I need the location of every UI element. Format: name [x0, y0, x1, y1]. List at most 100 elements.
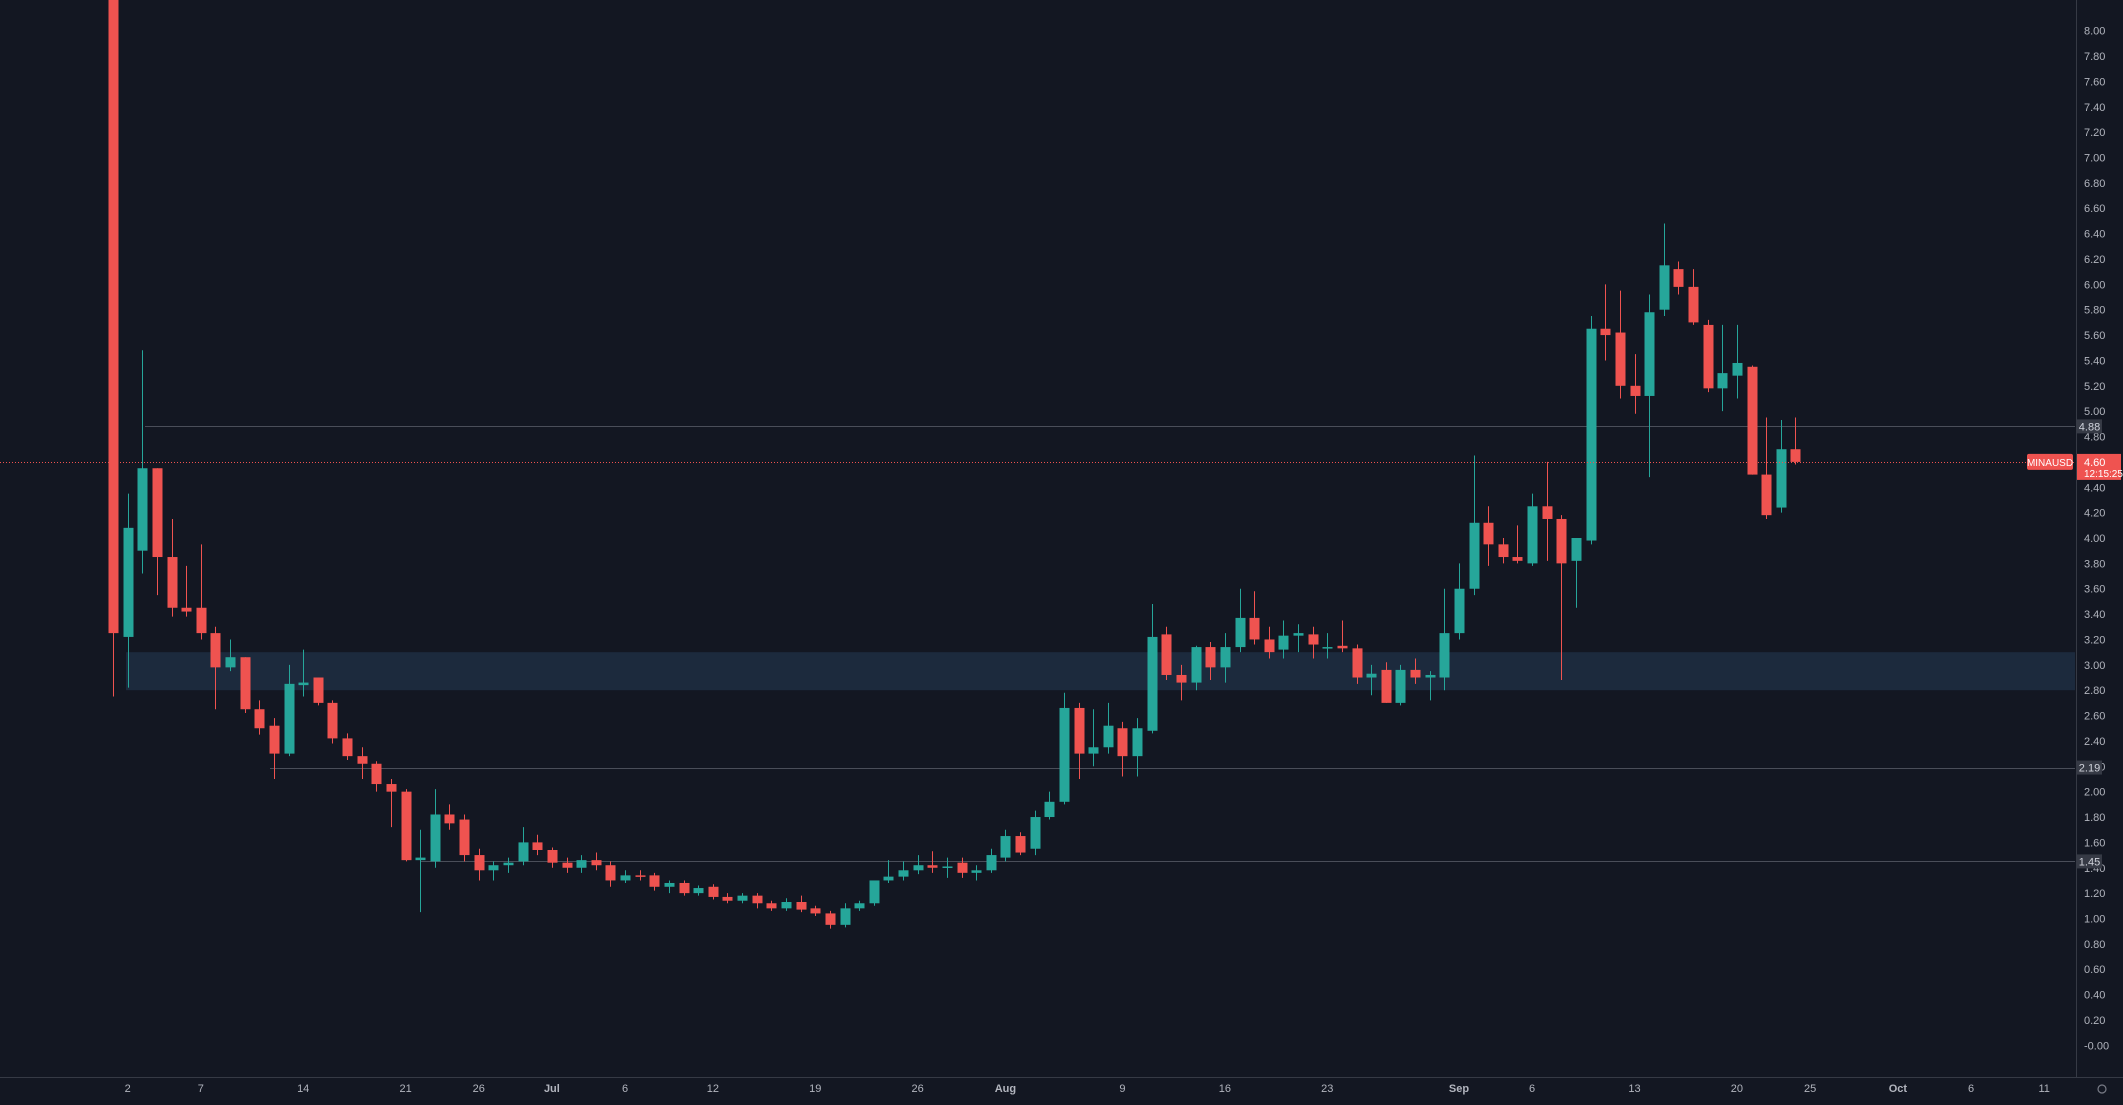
candle-body-up — [1278, 635, 1289, 650]
candle-body-down — [722, 896, 733, 901]
candle-body-down — [1264, 639, 1275, 653]
candle-body-down — [1176, 674, 1187, 683]
candle-body-down — [679, 882, 690, 894]
candle-body-down — [927, 865, 938, 868]
last-price-badge — [2077, 453, 2121, 480]
y-tick-label: 1.60 — [2084, 837, 2105, 849]
x-tick-label: 12 — [707, 1083, 719, 1095]
candle-body-up — [1659, 265, 1670, 310]
candle-body-down — [210, 633, 221, 668]
candle-body-down — [459, 819, 470, 856]
x-tick-label: 23 — [1321, 1083, 1333, 1095]
candle-body-up — [1000, 836, 1011, 858]
y-tick-label: 4.20 — [2084, 508, 2105, 520]
candle-body-down — [562, 862, 573, 868]
candle-body-up — [620, 875, 631, 881]
candle-body-down — [474, 855, 485, 871]
candle-body-up — [971, 870, 982, 873]
candle-body-down — [386, 784, 397, 792]
symbol-label: MINAUSD — [2027, 458, 2073, 469]
candle-body-down — [269, 725, 280, 754]
x-tick-label: 16 — [1219, 1083, 1231, 1095]
y-tick-label: 7.80 — [2084, 51, 2105, 63]
candle-body-down — [167, 557, 178, 608]
candle-body-up — [1366, 673, 1377, 678]
candle-body-down — [957, 862, 968, 873]
candle-body-up — [1454, 588, 1465, 634]
level-price-label: 4.88 — [2079, 421, 2100, 433]
candle-body-down — [327, 702, 338, 739]
candle-body-down — [810, 908, 821, 914]
candle-body-up — [1030, 817, 1041, 849]
candle-body-down — [181, 607, 192, 612]
candle-body-up — [488, 865, 499, 871]
candle-body-down — [1498, 544, 1509, 558]
candle-body-up — [1425, 674, 1436, 678]
x-tick-label: 7 — [198, 1083, 204, 1095]
x-tick-label: Oct — [1889, 1083, 1908, 1095]
x-tick-label: Jul — [544, 1083, 560, 1095]
candle-body-up — [1220, 647, 1231, 668]
x-tick-label: 9 — [1119, 1083, 1125, 1095]
y-tick-label: 5.40 — [2084, 355, 2105, 367]
candle-body-down — [796, 902, 807, 910]
candle-body-up — [1469, 522, 1480, 589]
candle-body-up — [1147, 636, 1158, 731]
candle-body-up — [415, 857, 426, 861]
y-tick-label: 2.80 — [2084, 685, 2105, 697]
x-tick-label: Sep — [1449, 1083, 1469, 1095]
candle-body-down — [1673, 269, 1684, 287]
candle-body-down — [240, 657, 251, 710]
x-tick-label: 21 — [399, 1083, 411, 1095]
x-tick-label: 14 — [297, 1083, 309, 1095]
y-tick-label: 4.40 — [2084, 482, 2105, 494]
candle-body-down — [1600, 328, 1611, 336]
candle-body-down — [444, 814, 455, 824]
candle-body-up — [1132, 728, 1143, 757]
level-price-badge — [2077, 854, 2102, 869]
candle-body-up — [1439, 633, 1450, 678]
candle-body-up — [913, 865, 924, 871]
candle-body-down — [1615, 332, 1626, 386]
candle-body-down — [1381, 669, 1392, 703]
candle-body-up — [1571, 538, 1582, 561]
y-tick-label: 5.80 — [2084, 305, 2105, 317]
candle-body-down — [1542, 506, 1553, 519]
y-tick-label: 3.00 — [2084, 660, 2105, 672]
candle-body-up — [737, 895, 748, 901]
candle-body-up — [430, 814, 441, 862]
y-tick-label: 3.40 — [2084, 609, 2105, 621]
candle-body-up — [840, 908, 851, 925]
candle-body-down — [1352, 648, 1363, 678]
candle-body-down — [1205, 647, 1216, 668]
candle-body-down — [1630, 385, 1641, 396]
candle-body-down — [1410, 669, 1421, 678]
candle-body-down — [371, 763, 382, 785]
candle-body-up — [123, 527, 134, 637]
candle-body-up — [1644, 312, 1655, 396]
y-tick-label: 0.40 — [2084, 990, 2105, 1002]
candle-body-down — [1249, 617, 1260, 640]
level-price-label: 2.19 — [2079, 763, 2100, 775]
y-tick-label: 5.20 — [2084, 381, 2105, 393]
candle-body-up — [225, 657, 236, 668]
y-tick-label: 7.20 — [2084, 127, 2105, 139]
countdown-label: 12:15:25 — [2084, 469, 2123, 480]
x-tick-label: 25 — [1804, 1083, 1816, 1095]
y-tick-label: 2.40 — [2084, 736, 2105, 748]
level-price-badge — [2077, 419, 2102, 434]
y-tick-label: 4.80 — [2084, 432, 2105, 444]
candle-body-down — [766, 903, 777, 909]
y-tick-label: 0.60 — [2084, 964, 2105, 976]
y-tick-label: 2.60 — [2084, 711, 2105, 723]
level-price-label: 1.45 — [2079, 856, 2100, 868]
candle-body-up — [1395, 669, 1406, 703]
y-tick-label: 6.20 — [2084, 254, 2105, 266]
y-tick-label: 5.00 — [2084, 406, 2105, 418]
candle-body-down — [605, 865, 616, 881]
candle-body-down — [196, 607, 207, 634]
x-tick-label: 6 — [1529, 1083, 1535, 1095]
candle-body-down — [1747, 366, 1758, 475]
level-price-badge — [2077, 760, 2102, 775]
y-tick-label: 6.40 — [2084, 229, 2105, 241]
